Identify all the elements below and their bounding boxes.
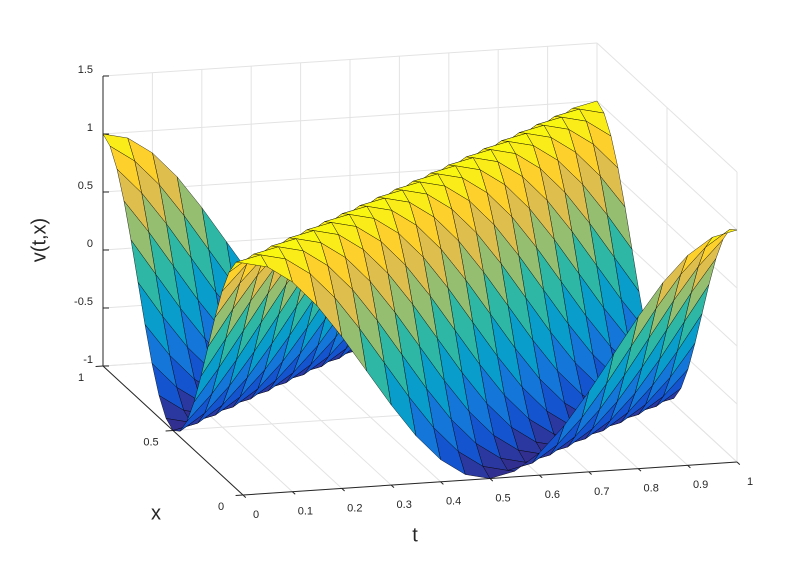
z-tick-label: 0	[87, 238, 93, 250]
y-tick-label: 0	[218, 501, 224, 513]
x-tick-label: 0.2	[347, 502, 362, 514]
x-tick-label: 0.8	[644, 483, 659, 495]
x-tick-label: 0.1	[298, 506, 313, 518]
x-tick-label: 1	[747, 476, 753, 488]
x-tick-label: 0.4	[446, 496, 461, 508]
z-tick-label: 0.5	[78, 180, 93, 192]
z-tick-label: 1.5	[78, 64, 93, 76]
z-tick-label: 1	[87, 122, 93, 134]
x-tick-label: 0.7	[594, 486, 609, 498]
x-tick-label: 0.5	[495, 492, 510, 504]
z-axis-label: v(t,x)	[28, 218, 50, 262]
x-tick-label: 0	[253, 509, 259, 521]
y-tick-label: 0.5	[143, 436, 158, 448]
x-tick-label: 0.6	[545, 489, 560, 501]
z-tick-label: -1	[83, 354, 93, 366]
z-tick-label: -0.5	[74, 296, 93, 308]
y-axis-label: x	[151, 502, 161, 524]
x-tick-label: 0.3	[397, 499, 412, 511]
x-axis-label: t	[412, 524, 418, 546]
y-tick-label: 1	[78, 372, 84, 384]
x-tick-label: 0.9	[693, 479, 708, 491]
